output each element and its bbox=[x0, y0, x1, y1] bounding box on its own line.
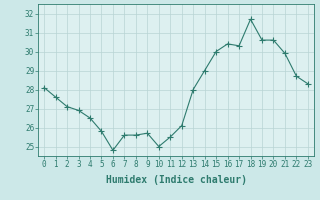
X-axis label: Humidex (Indice chaleur): Humidex (Indice chaleur) bbox=[106, 175, 246, 185]
